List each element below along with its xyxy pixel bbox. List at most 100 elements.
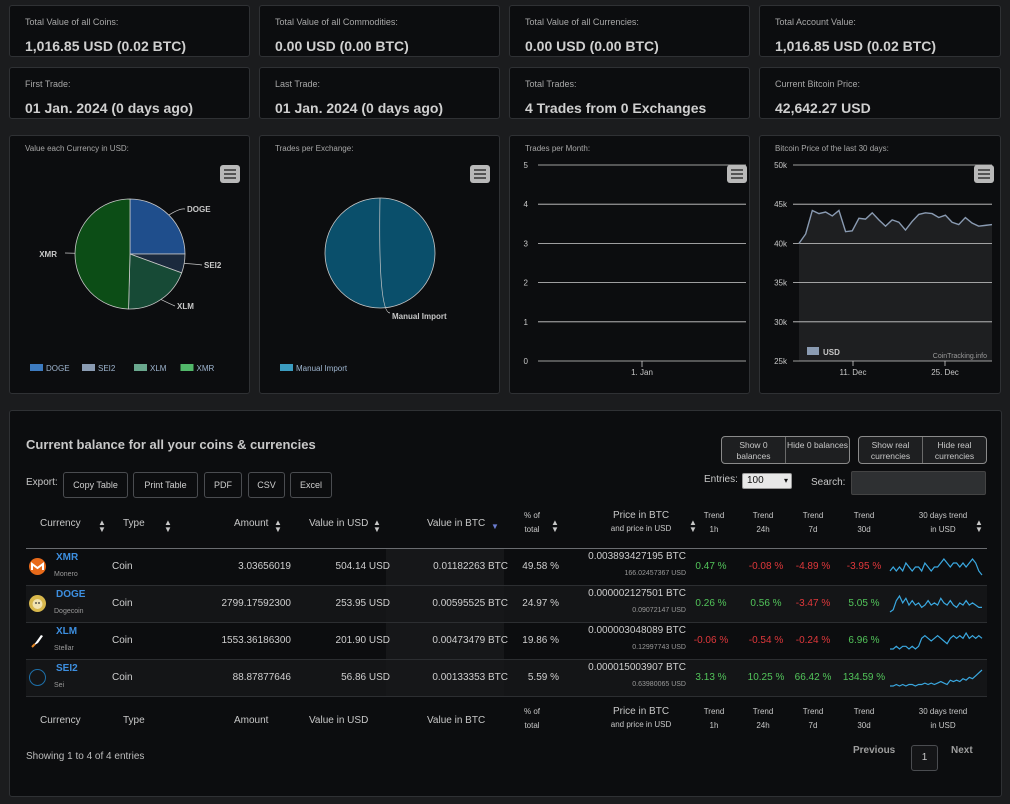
value-usd: 253.95 USD [335, 598, 390, 609]
sort-icon[interactable]: ▲ [689, 518, 697, 527]
col-spark-line2: in USD [930, 525, 956, 534]
trend-24h: 0.56 % [750, 598, 782, 609]
pie-label: XMR [39, 250, 57, 259]
sort-icon[interactable]: ▲ [164, 518, 172, 527]
excel-button[interactable]: Excel [290, 472, 332, 498]
table-header: Currency ▲ ▼ Type ▲ ▼ Amount ▲ ▼ Value i… [26, 509, 987, 549]
sort-icon[interactable]: ▼ [98, 525, 106, 534]
stat-label: Total Value of all Commodities: [275, 17, 398, 27]
print-table-button[interactable]: Print Table [133, 472, 198, 498]
sparkline [889, 558, 983, 576]
entries-label: Entries: [704, 474, 738, 485]
col-trend-1h-line2: 1h [709, 525, 719, 534]
foot-spark-line1: 30 days trend [918, 707, 968, 716]
x-tick-label: 11. Dec [840, 368, 867, 377]
col-trend-24h[interactable]: Trend 24h [746, 509, 780, 537]
copy-table-button[interactable]: Copy Table [63, 472, 128, 498]
monero-icon [29, 558, 46, 575]
sort-icon[interactable]: ▼ [164, 525, 172, 534]
coin-symbol-link[interactable]: SEI2 [56, 663, 78, 674]
price-btc: 0.000003048089 BTC [588, 625, 686, 636]
col-value-usd[interactable]: Value in USD [309, 518, 369, 529]
table-row[interactable]: SEI2 Sei Coin 88.87877646 56.86 USD 0.00… [26, 660, 987, 697]
sort-icon[interactable]: ▼ [551, 525, 559, 534]
col-type[interactable]: Type [123, 518, 145, 529]
show-zero-balances-button[interactable]: Show 0 balances [722, 437, 786, 463]
sort-icon[interactable]: ▼ [373, 525, 381, 534]
show-real-currencies-button[interactable]: Show real currencies [859, 437, 923, 463]
sparkline [890, 631, 983, 650]
trend-1h: 0.47 % [695, 561, 727, 572]
col-pct[interactable]: % of total [520, 509, 544, 537]
hide-real-currencies-button[interactable]: Hide real currencies [934, 440, 975, 461]
page-1-button[interactable]: 1 [911, 745, 938, 771]
sort-icon[interactable]: ▼ [274, 525, 282, 534]
col-value-btc[interactable]: Value in BTC [427, 518, 486, 529]
stat-card-bitcoin-price: Current Bitcoin Price: 42,642.27 USD [759, 67, 1001, 119]
line-chart: 0 1 2 3 4 5 1. Jan [524, 161, 746, 377]
real-currencies-toggle: Show real currencies Hide real currencie… [858, 436, 987, 464]
legend-label: SEI2 [98, 364, 116, 373]
foot-price: Price in BTC and price in USD [596, 705, 686, 731]
pie-chart: DOGE SEI2 XLM XMR DOGE SEI2 XLM XMR [30, 198, 222, 373]
value-usd: 201.90 USD [335, 635, 390, 646]
stat-card-total-account: Total Account Value: 1,016.85 USD (0.02 … [759, 5, 1001, 57]
col-currency[interactable]: Currency [40, 518, 81, 529]
col-trend-7d[interactable]: Trend 7d [797, 509, 829, 537]
dogecoin-icon [29, 595, 46, 612]
table-row[interactable]: DOGE Dogecoin Coin 2799.17592300 253.95 … [26, 586, 987, 623]
sort-icon[interactable]: ▲ [98, 518, 106, 527]
stat-value: 1,016.85 USD (0.02 BTC) [25, 38, 187, 54]
coin-amount: 88.87877646 [232, 672, 291, 683]
sort-icon[interactable]: ▲ [975, 518, 983, 527]
chevron-down-icon: ▾ [783, 476, 788, 485]
y-tick-label: 50k [774, 161, 788, 170]
sort-icon[interactable]: ▲ [274, 518, 282, 527]
chart-menu-button[interactable] [470, 165, 490, 183]
coin-amount: 1553.36186300 [221, 635, 291, 646]
foot-trend-24h: Trend 24h [746, 705, 780, 733]
legend-label: XMR [197, 364, 215, 373]
table-row[interactable]: XLM Stellar Coin 1553.36186300 201.90 US… [26, 623, 987, 660]
sort-icon[interactable]: ▼ [975, 525, 983, 534]
entries-select[interactable]: 100 ▾ [742, 473, 792, 489]
chart-menu-button[interactable] [727, 165, 747, 183]
stat-label: Current Bitcoin Price: [775, 79, 861, 89]
chart-menu-button[interactable] [220, 165, 240, 183]
sort-icon[interactable]: ▼ [689, 525, 697, 534]
search-input[interactable] [851, 471, 986, 495]
col-price[interactable]: Price in BTC and price in USD [596, 509, 686, 535]
coin-symbol-link[interactable]: XLM [56, 626, 78, 637]
sort-icon[interactable]: ▲ [373, 518, 381, 527]
pct-total: 19.86 % [522, 635, 559, 646]
foot-trend-7d-line2: 7d [808, 721, 818, 730]
col-trend-24h-line2: 24h [756, 525, 770, 534]
table-row[interactable]: XMR Monero Coin 3.03656019 504.14 USD 0.… [26, 549, 987, 586]
col-spark[interactable]: 30 days trend in USD [903, 509, 983, 537]
previous-page-button[interactable]: Previous [853, 745, 896, 756]
pie-connector [184, 263, 203, 266]
coin-symbol-link[interactable]: XMR [56, 552, 79, 563]
coin-name: Sei [54, 682, 65, 689]
pie-chart: Manual Import Manual Import [280, 197, 447, 373]
pdf-button[interactable]: PDF [204, 472, 242, 498]
pie-connector [379, 197, 391, 314]
pie-connector [160, 299, 176, 307]
next-page-button[interactable]: Next [951, 745, 973, 756]
trend-7d: -3.47 % [795, 598, 831, 609]
col-trend-30d[interactable]: Trend 30d [848, 509, 880, 537]
col-amount[interactable]: Amount [234, 518, 269, 529]
trend-30d: -3.95 % [846, 561, 882, 572]
coin-symbol-link[interactable]: DOGE [56, 589, 86, 600]
sort-icon[interactable]: ▲ [551, 518, 559, 527]
chart-title: Trades per Exchange: [275, 144, 354, 153]
y-tick-label: 3 [524, 239, 529, 248]
csv-button[interactable]: CSV [248, 472, 285, 498]
col-trend-30d-line2: 30d [857, 525, 871, 534]
col-trend-1h[interactable]: Trend 1h [698, 509, 730, 537]
sort-desc-icon[interactable]: ▼ [491, 522, 499, 531]
hide-zero-balances-button[interactable]: Hide 0 balances [787, 440, 848, 450]
value-btc: 0.00133353 BTC [432, 672, 508, 683]
value-usd: 504.14 USD [335, 561, 390, 572]
chart-menu-button[interactable] [974, 165, 994, 183]
